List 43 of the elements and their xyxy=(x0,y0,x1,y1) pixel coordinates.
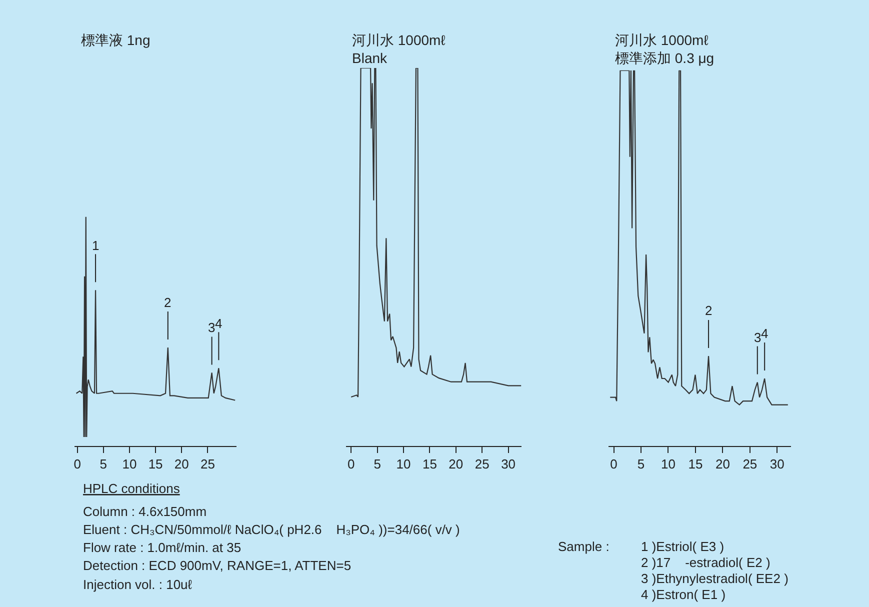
x-tick-label: 15 xyxy=(688,456,703,472)
annotation: 3 xyxy=(208,320,216,335)
x-tick-label: 0 xyxy=(347,456,355,472)
x-tick-label: 10 xyxy=(122,456,137,472)
x-tick-label: 0 xyxy=(74,456,81,472)
annotation: 3 xyxy=(754,330,762,345)
x-tick-label: 25 xyxy=(742,456,758,472)
annotation: 4 xyxy=(215,316,222,331)
text: Flow rate : 1.0mℓ/min. at 35 xyxy=(83,540,242,555)
text: 1 )Estriol( E3 ) xyxy=(641,539,724,554)
text: 2 )17 -estradiol( E2 ) xyxy=(641,555,770,570)
text: 3 )Ethynylestradiol( EE2 ) xyxy=(641,571,788,586)
text: 4 )Estron( E1 ) xyxy=(641,587,726,602)
x-tick-label: 10 xyxy=(396,456,411,472)
x-tick-label: 25 xyxy=(200,456,215,472)
x-tick-label: 15 xyxy=(148,456,163,472)
annotation: 2 xyxy=(705,303,712,318)
x-tick-label: 5 xyxy=(637,456,645,472)
x-tick-label: 5 xyxy=(374,456,381,472)
chart-title: 標準液 1ng xyxy=(81,32,150,48)
x-tick-label: 5 xyxy=(100,456,108,472)
x-tick-label: 0 xyxy=(610,456,618,472)
chart-subtitle: Blank xyxy=(352,50,388,66)
x-tick-label: 25 xyxy=(474,456,490,472)
x-tick-label: 20 xyxy=(448,456,464,472)
chart-subtitle: 標準添加 0.3 μg xyxy=(615,50,714,66)
x-tick-label: 20 xyxy=(715,456,730,472)
x-tick-label: 30 xyxy=(770,456,784,472)
text: Column : 4.6x150mm xyxy=(83,504,207,519)
x-tick-label: 20 xyxy=(174,456,189,472)
text: HPLC conditions xyxy=(83,481,180,496)
annotation: 1 xyxy=(92,238,100,253)
text: Eluent : CH₃CN/50mmol/ℓ NaClO₄( pH2.6 H₃PO₄ ))=34/66( v/v ) xyxy=(83,522,460,537)
text: Sample : xyxy=(558,539,610,554)
text: Injection vol. : 10uℓ xyxy=(83,577,193,592)
x-tick-label: 10 xyxy=(660,456,676,472)
annotation: 4 xyxy=(761,326,768,341)
text: Detection : ECD 900mV, RANGE=1, ATTEN=5 xyxy=(83,558,352,573)
chart-title: 河川水 1000mℓ xyxy=(352,32,446,48)
chart-title: 河川水 1000mℓ xyxy=(615,32,709,48)
x-tick-label: 15 xyxy=(422,456,437,472)
x-tick-label: 30 xyxy=(501,456,516,472)
annotation: 2 xyxy=(164,295,172,310)
